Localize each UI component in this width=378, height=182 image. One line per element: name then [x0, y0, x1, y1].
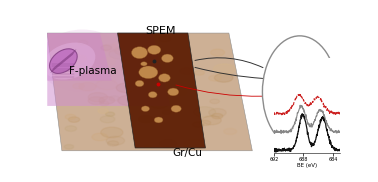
Circle shape: [211, 49, 225, 56]
Circle shape: [202, 116, 221, 125]
Ellipse shape: [159, 74, 170, 82]
Ellipse shape: [171, 105, 181, 112]
Ellipse shape: [39, 29, 126, 93]
Circle shape: [98, 109, 108, 114]
Circle shape: [209, 108, 226, 117]
Circle shape: [150, 100, 168, 108]
Circle shape: [214, 73, 233, 82]
Circle shape: [200, 120, 211, 126]
Circle shape: [56, 71, 74, 80]
Ellipse shape: [148, 92, 157, 98]
Circle shape: [210, 99, 219, 104]
Circle shape: [100, 58, 115, 65]
Circle shape: [115, 46, 133, 55]
Polygon shape: [47, 33, 252, 151]
Polygon shape: [118, 33, 206, 148]
Ellipse shape: [43, 43, 95, 80]
Circle shape: [68, 117, 80, 122]
Circle shape: [105, 112, 115, 116]
Circle shape: [65, 114, 76, 119]
Polygon shape: [47, 33, 112, 81]
Circle shape: [102, 44, 118, 52]
Circle shape: [108, 141, 119, 146]
Circle shape: [194, 70, 204, 75]
Polygon shape: [47, 33, 170, 106]
Circle shape: [65, 126, 77, 131]
Circle shape: [73, 83, 84, 89]
Circle shape: [194, 107, 215, 117]
Circle shape: [109, 96, 120, 101]
Circle shape: [99, 97, 115, 104]
Circle shape: [109, 49, 130, 59]
Circle shape: [144, 88, 154, 93]
Circle shape: [64, 145, 74, 149]
Circle shape: [212, 113, 223, 119]
Circle shape: [113, 41, 133, 51]
Ellipse shape: [141, 106, 149, 112]
Ellipse shape: [147, 45, 161, 54]
Text: F-plasma: F-plasma: [69, 66, 116, 76]
Circle shape: [141, 65, 152, 70]
Circle shape: [138, 59, 151, 65]
Circle shape: [96, 80, 118, 90]
Circle shape: [106, 136, 125, 145]
Circle shape: [121, 68, 130, 72]
Text: SPEM: SPEM: [145, 26, 175, 36]
Circle shape: [65, 55, 77, 61]
Circle shape: [144, 145, 152, 149]
Circle shape: [139, 116, 153, 123]
Ellipse shape: [141, 62, 147, 66]
Ellipse shape: [132, 47, 147, 59]
Ellipse shape: [139, 66, 158, 79]
Ellipse shape: [50, 49, 77, 73]
Circle shape: [214, 64, 235, 74]
Circle shape: [224, 128, 237, 134]
Circle shape: [92, 133, 108, 141]
Text: Gr/Cu: Gr/Cu: [173, 148, 203, 158]
Circle shape: [100, 101, 109, 106]
Circle shape: [130, 94, 146, 101]
Circle shape: [180, 68, 194, 74]
Circle shape: [184, 140, 205, 150]
Circle shape: [158, 36, 171, 42]
Ellipse shape: [262, 36, 337, 148]
Circle shape: [88, 93, 107, 102]
Ellipse shape: [135, 80, 144, 87]
Circle shape: [101, 45, 112, 50]
Circle shape: [118, 95, 139, 105]
Circle shape: [79, 83, 96, 91]
Circle shape: [160, 140, 177, 148]
Circle shape: [192, 122, 204, 127]
Circle shape: [101, 127, 123, 138]
Circle shape: [209, 75, 221, 81]
Circle shape: [173, 89, 187, 96]
Circle shape: [78, 40, 88, 45]
Circle shape: [88, 97, 105, 104]
Ellipse shape: [168, 88, 179, 96]
Circle shape: [162, 110, 171, 114]
Circle shape: [140, 51, 152, 57]
X-axis label: BE (eV): BE (eV): [297, 163, 317, 168]
Ellipse shape: [154, 117, 163, 123]
Circle shape: [100, 116, 115, 123]
Circle shape: [141, 72, 161, 81]
Circle shape: [116, 83, 136, 93]
Circle shape: [71, 55, 87, 63]
Ellipse shape: [161, 54, 173, 62]
